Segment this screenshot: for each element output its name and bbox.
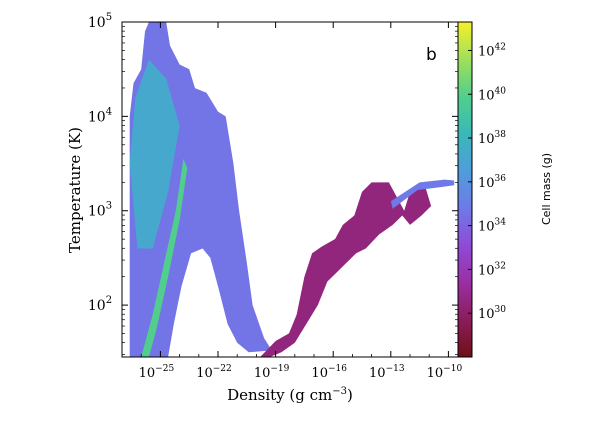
panel-label: b bbox=[426, 45, 437, 65]
x-tick-label: 10−25 bbox=[139, 364, 175, 381]
y-axis-label: Temperature (K) bbox=[66, 127, 84, 253]
region-adiabatic-streak bbox=[141, 158, 188, 357]
colorbar-ticks: 1030 1032 1034 1036 1038 1040 1042 bbox=[468, 42, 506, 322]
colorbar-bar bbox=[457, 21, 473, 358]
x-tick-label: 10−10 bbox=[427, 364, 463, 381]
x-axis: 10−25 10−22 10−19 10−16 10−13 10−10 bbox=[121, 22, 463, 381]
x-tick-label: 10−19 bbox=[254, 364, 290, 381]
region-dense-hot-tail bbox=[390, 179, 455, 209]
x-tick-label: 10−22 bbox=[196, 364, 232, 381]
colorbar-tick-label: 1042 bbox=[478, 42, 506, 59]
x-tick-label: 10−16 bbox=[311, 364, 347, 381]
colorbar-tick-label: 1034 bbox=[478, 218, 506, 235]
x-tick-label: 10−13 bbox=[369, 364, 405, 381]
region-inner-ridge bbox=[129, 59, 180, 249]
region-cold-dense-branch bbox=[260, 182, 432, 357]
y-tick-label: 102 bbox=[88, 295, 112, 314]
colorbar-tick-label: 1040 bbox=[478, 86, 506, 103]
y-axis: 102 103 104 105 bbox=[88, 12, 458, 355]
plot-area bbox=[121, 21, 459, 358]
colorbar-label: Cell mass (g) bbox=[540, 153, 553, 225]
colorbar-tick-label: 1036 bbox=[478, 174, 506, 191]
y-tick-label: 105 bbox=[88, 12, 112, 31]
y-tick-label: 103 bbox=[88, 201, 112, 220]
colorbar-tick-label: 1032 bbox=[478, 261, 506, 278]
colorbar-tick-label: 1030 bbox=[478, 305, 506, 322]
phase-regions bbox=[129, 22, 455, 357]
colorbar-tick-label: 1038 bbox=[478, 130, 506, 147]
y-tick-label: 104 bbox=[88, 106, 112, 125]
colorbar: 1030 1032 1034 1036 1038 1040 1042 Cell mass (… bbox=[457, 21, 553, 358]
x-axis-label: Density (g cm−3) bbox=[227, 386, 353, 404]
